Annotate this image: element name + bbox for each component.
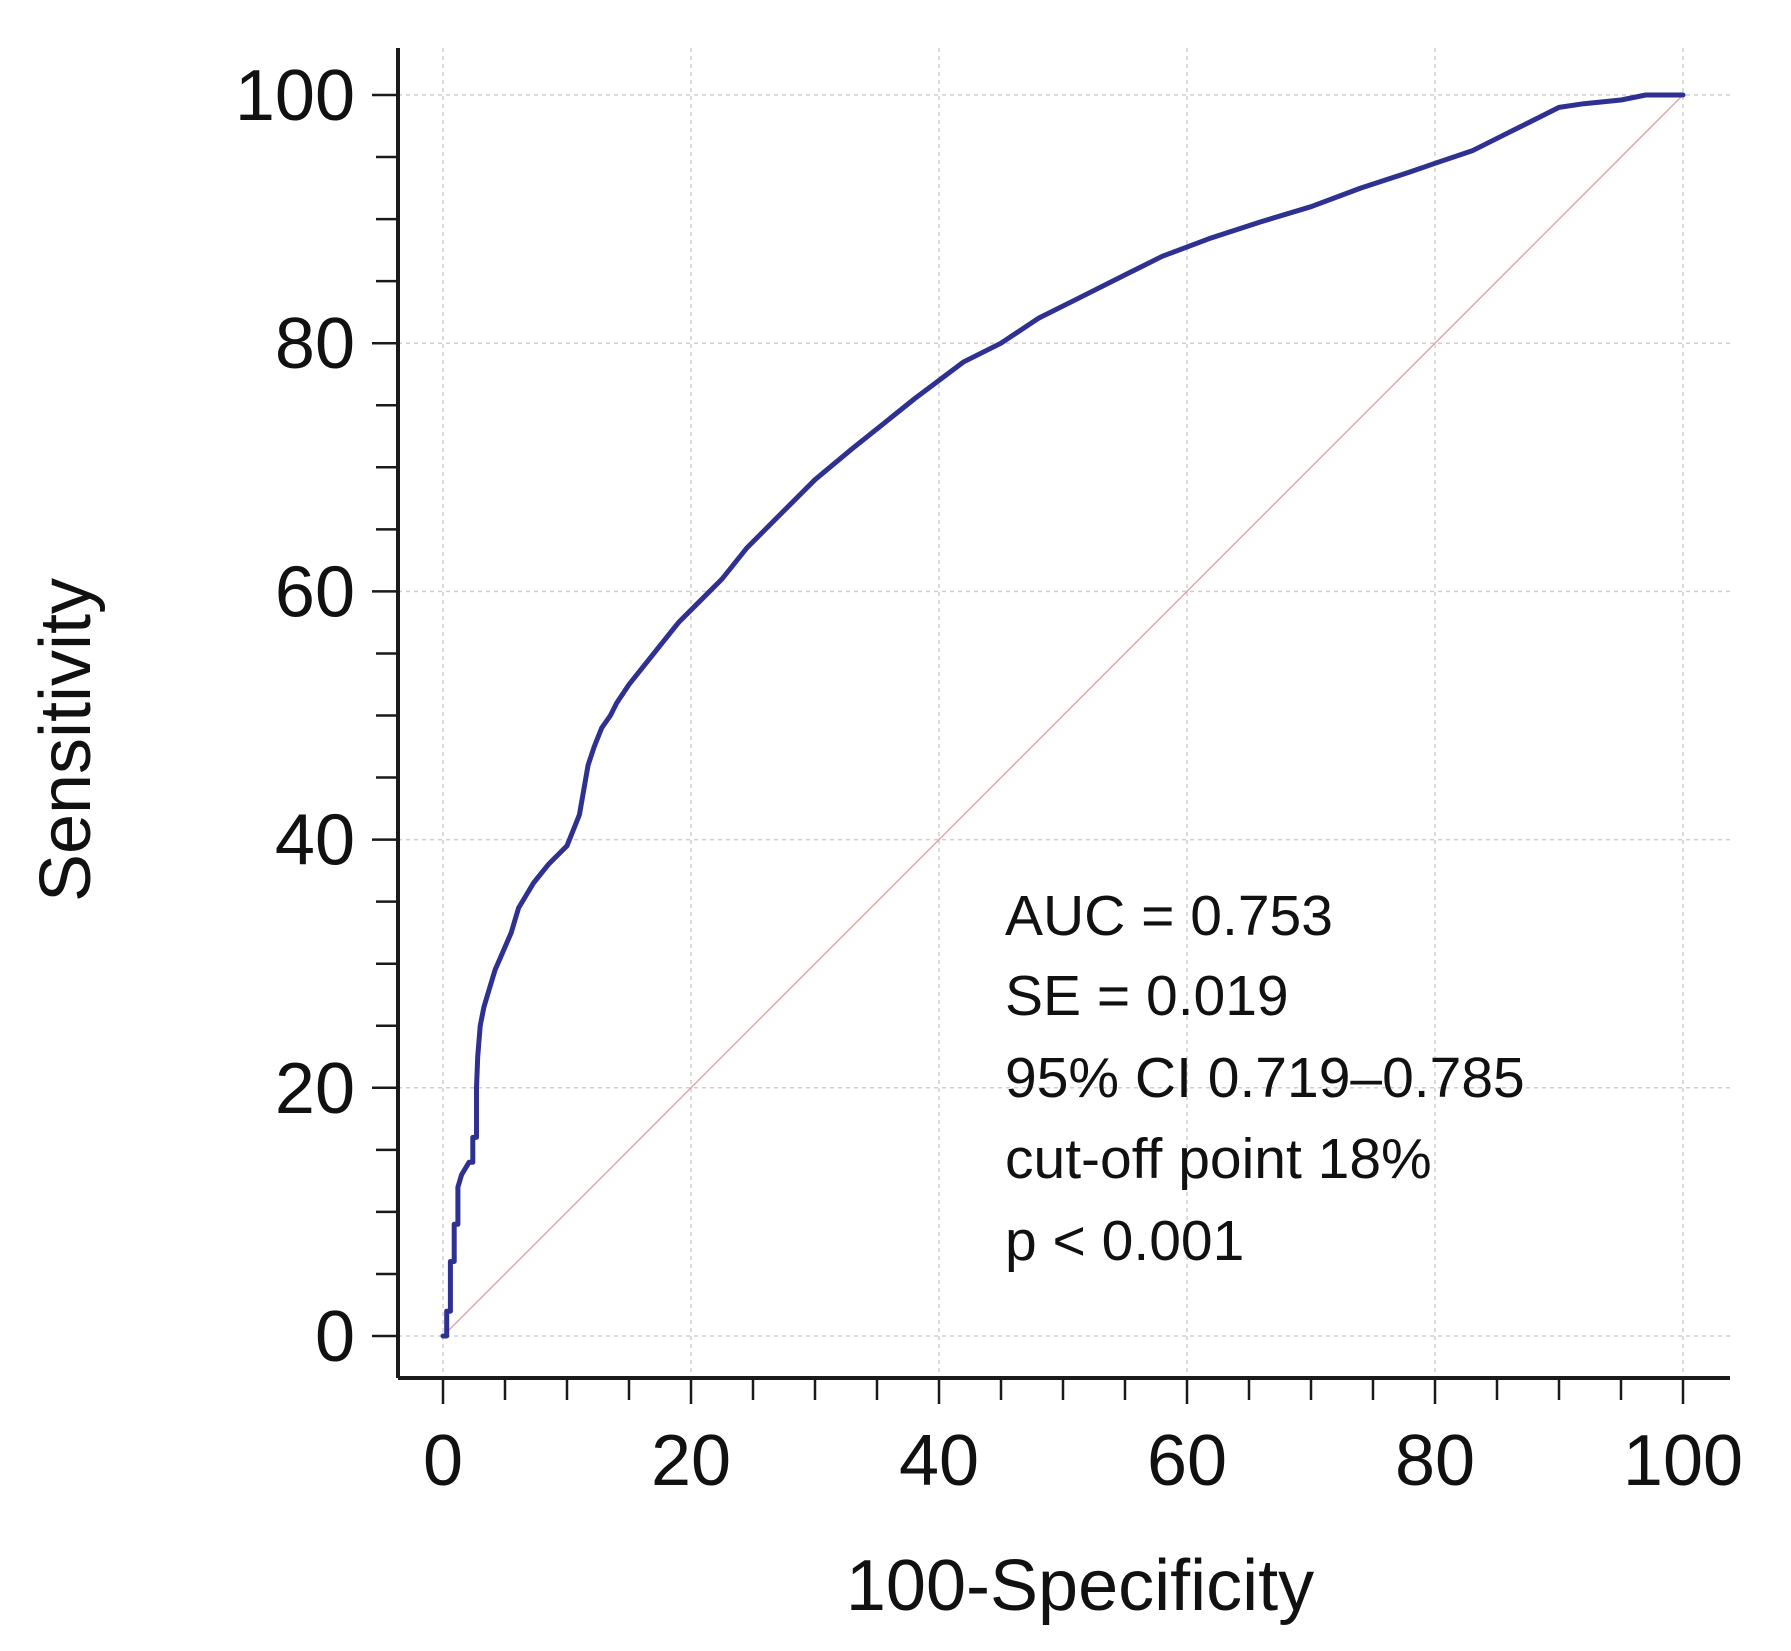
ci-annotation: 95% CI 0.719–0.785 <box>1005 1046 1525 1110</box>
x-axis-label: 100-Specificity <box>846 1546 1314 1626</box>
roc-curve-group <box>440 92 1686 1339</box>
x-tick-label-60: 60 <box>1147 1421 1227 1501</box>
axes <box>372 48 1730 1404</box>
x-tick-label-100: 100 <box>1623 1421 1743 1501</box>
auc-annotation: AUC = 0.753 <box>1005 884 1333 948</box>
y-tick-label-20: 20 <box>275 1049 355 1129</box>
reference-line-group <box>442 94 1684 1337</box>
y-tick-label-0: 0 <box>315 1297 355 1377</box>
se-annotation: SE = 0.019 <box>1005 964 1289 1028</box>
p-value-annotation: p < 0.001 <box>1005 1209 1244 1273</box>
grid <box>398 48 1730 1378</box>
x-tick-label-0: 0 <box>423 1421 463 1501</box>
tick-labels: 0 20 40 60 80 100 0 20 40 60 80 100 <box>235 56 1743 1501</box>
x-tick-label-80: 80 <box>1395 1421 1475 1501</box>
y-tick-label-80: 80 <box>275 304 355 384</box>
y-tick-label-60: 60 <box>275 552 355 632</box>
reference-diagonal-line <box>442 94 1684 1337</box>
stats-annotation: AUC = 0.753 SE = 0.019 95% CI 0.719–0.78… <box>1005 884 1525 1273</box>
y-tick-label-100: 100 <box>235 56 355 136</box>
y-tick-label-40: 40 <box>275 801 355 881</box>
y-axis-label: Sensitivity <box>26 578 106 902</box>
x-tick-label-20: 20 <box>651 1421 731 1501</box>
cutoff-annotation: cut-off point 18% <box>1005 1127 1432 1191</box>
roc-curve-line <box>440 92 1686 1339</box>
x-tick-label-40: 40 <box>899 1421 979 1501</box>
